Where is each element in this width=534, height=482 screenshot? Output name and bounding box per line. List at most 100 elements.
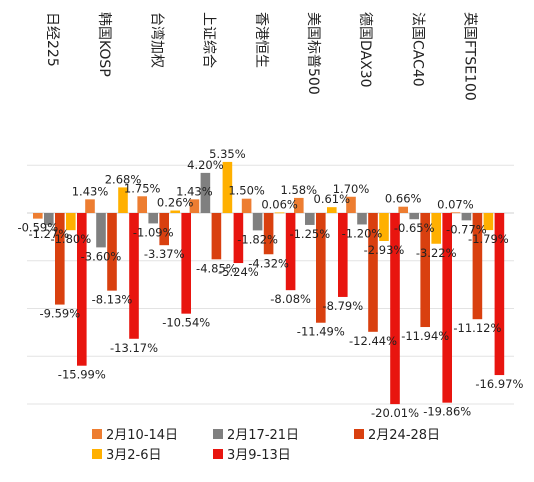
legend-label: 3月2-6日 (106, 448, 162, 463)
legend-label: 3月9-13日 (227, 448, 291, 463)
bar (44, 213, 54, 226)
legend: 2月10-14日 2月17-21日 2月24-28日 3月2-6日 3月9-13日 (92, 428, 440, 463)
data-label: -3.37% (144, 247, 185, 261)
category-label: 美国标普500 (305, 12, 321, 95)
data-label: -8.08% (270, 292, 311, 306)
data-label: -4.85% (196, 261, 237, 275)
data-label: -15.99% (58, 368, 106, 382)
bar (148, 213, 158, 224)
data-label: -13.17% (110, 341, 158, 355)
data-label: -1.27% (28, 227, 69, 241)
data-label: -16.97% (475, 377, 523, 391)
data-label: -8.13% (92, 293, 133, 307)
data-label: 1.75% (124, 181, 161, 195)
data-label: -5.24% (218, 265, 259, 279)
legend-swatch (213, 449, 223, 459)
data-label: -0.59% (17, 221, 58, 235)
data-label: -9.59% (39, 307, 80, 321)
bar (442, 213, 452, 403)
legend-swatch (213, 429, 223, 439)
bar (409, 213, 419, 220)
data-label: -2.93% (364, 243, 405, 257)
bar (305, 213, 315, 225)
bar (294, 197, 304, 213)
data-label: -1.09% (133, 225, 174, 239)
bar (368, 213, 378, 332)
bar (263, 213, 274, 255)
data-label: 1.50% (228, 184, 265, 198)
data-label: 0.61% (314, 192, 351, 206)
bar (285, 213, 296, 291)
data-label: 0.07% (437, 197, 474, 211)
category-label: 法国CAC40 (409, 12, 425, 87)
bar (420, 213, 430, 328)
data-label: 5.35% (209, 147, 246, 161)
bars (33, 161, 505, 405)
data-label: -20.01% (371, 406, 419, 420)
category-label: 韩国KOSP (96, 12, 112, 77)
bar (390, 213, 400, 405)
legend-label: 2月17-21日 (227, 428, 299, 443)
bar (137, 196, 147, 213)
bar (77, 213, 87, 366)
bar (181, 213, 191, 314)
data-label: 1.43% (72, 184, 109, 198)
data-label: -8.79% (322, 299, 363, 313)
data-label: 0.66% (385, 192, 422, 206)
data-label: 1.58% (281, 183, 318, 197)
category-label: 香港恒生 (253, 12, 269, 68)
category-labels: 日经225 韩国KOSP 台湾加权 上证综合 香港恒生 美国标普500 德国DAX30 法国C… (44, 12, 479, 101)
legend-label: 2月24-28日 (368, 428, 440, 443)
data-label: -11.94% (401, 329, 449, 343)
bar (55, 213, 65, 305)
bar (96, 213, 106, 248)
bar (461, 213, 472, 221)
legend-swatch (92, 449, 102, 459)
legend-swatch (354, 429, 364, 439)
bar (346, 196, 356, 213)
bar (450, 212, 461, 214)
data-label: 1.43% (176, 184, 213, 198)
data-label: -0.77% (446, 222, 487, 236)
data-label: -4.32% (248, 256, 289, 270)
data-label: -3.22% (416, 246, 457, 260)
data-label: -11.12% (453, 321, 501, 335)
value-labels: -0.59% 1.43% 1.75% 1.43% 1.50% 1.58% 1.70% 0.66… (17, 147, 523, 420)
data-label: 0.06% (261, 197, 298, 211)
bar (189, 199, 200, 213)
data-label: -1.25% (289, 227, 330, 241)
data-label: 4.20% (187, 158, 224, 172)
bar (233, 213, 244, 264)
bar (66, 213, 76, 231)
data-label: -1.82% (237, 232, 278, 246)
data-label: -19.86% (423, 405, 471, 419)
bar (33, 213, 43, 219)
bar (107, 213, 117, 291)
data-label: 1.70% (333, 182, 370, 196)
bar (118, 187, 128, 213)
bar (211, 213, 222, 260)
data-label: -10.54% (162, 316, 210, 330)
bar (159, 213, 169, 246)
bar (129, 213, 139, 339)
data-label: 2.68% (105, 172, 142, 186)
bar (200, 172, 211, 213)
data-label: -1.79% (468, 232, 509, 246)
bar (431, 213, 441, 244)
category-label: 上证综合 (201, 12, 217, 68)
bar (327, 207, 337, 213)
data-label: 0.26% (157, 196, 194, 210)
category-label: 德国DAX30 (357, 12, 373, 88)
data-label: -0.65% (394, 221, 435, 235)
data-label: -12.44% (349, 334, 397, 348)
legend-swatch (92, 429, 102, 439)
bar (170, 210, 180, 213)
bar (483, 213, 494, 231)
bar (398, 206, 408, 213)
bar (316, 213, 326, 323)
bar (357, 213, 367, 225)
data-label: -11.49% (297, 325, 345, 339)
legend-label: 2月10-14日 (106, 428, 178, 443)
data-label: -3.60% (81, 249, 122, 263)
